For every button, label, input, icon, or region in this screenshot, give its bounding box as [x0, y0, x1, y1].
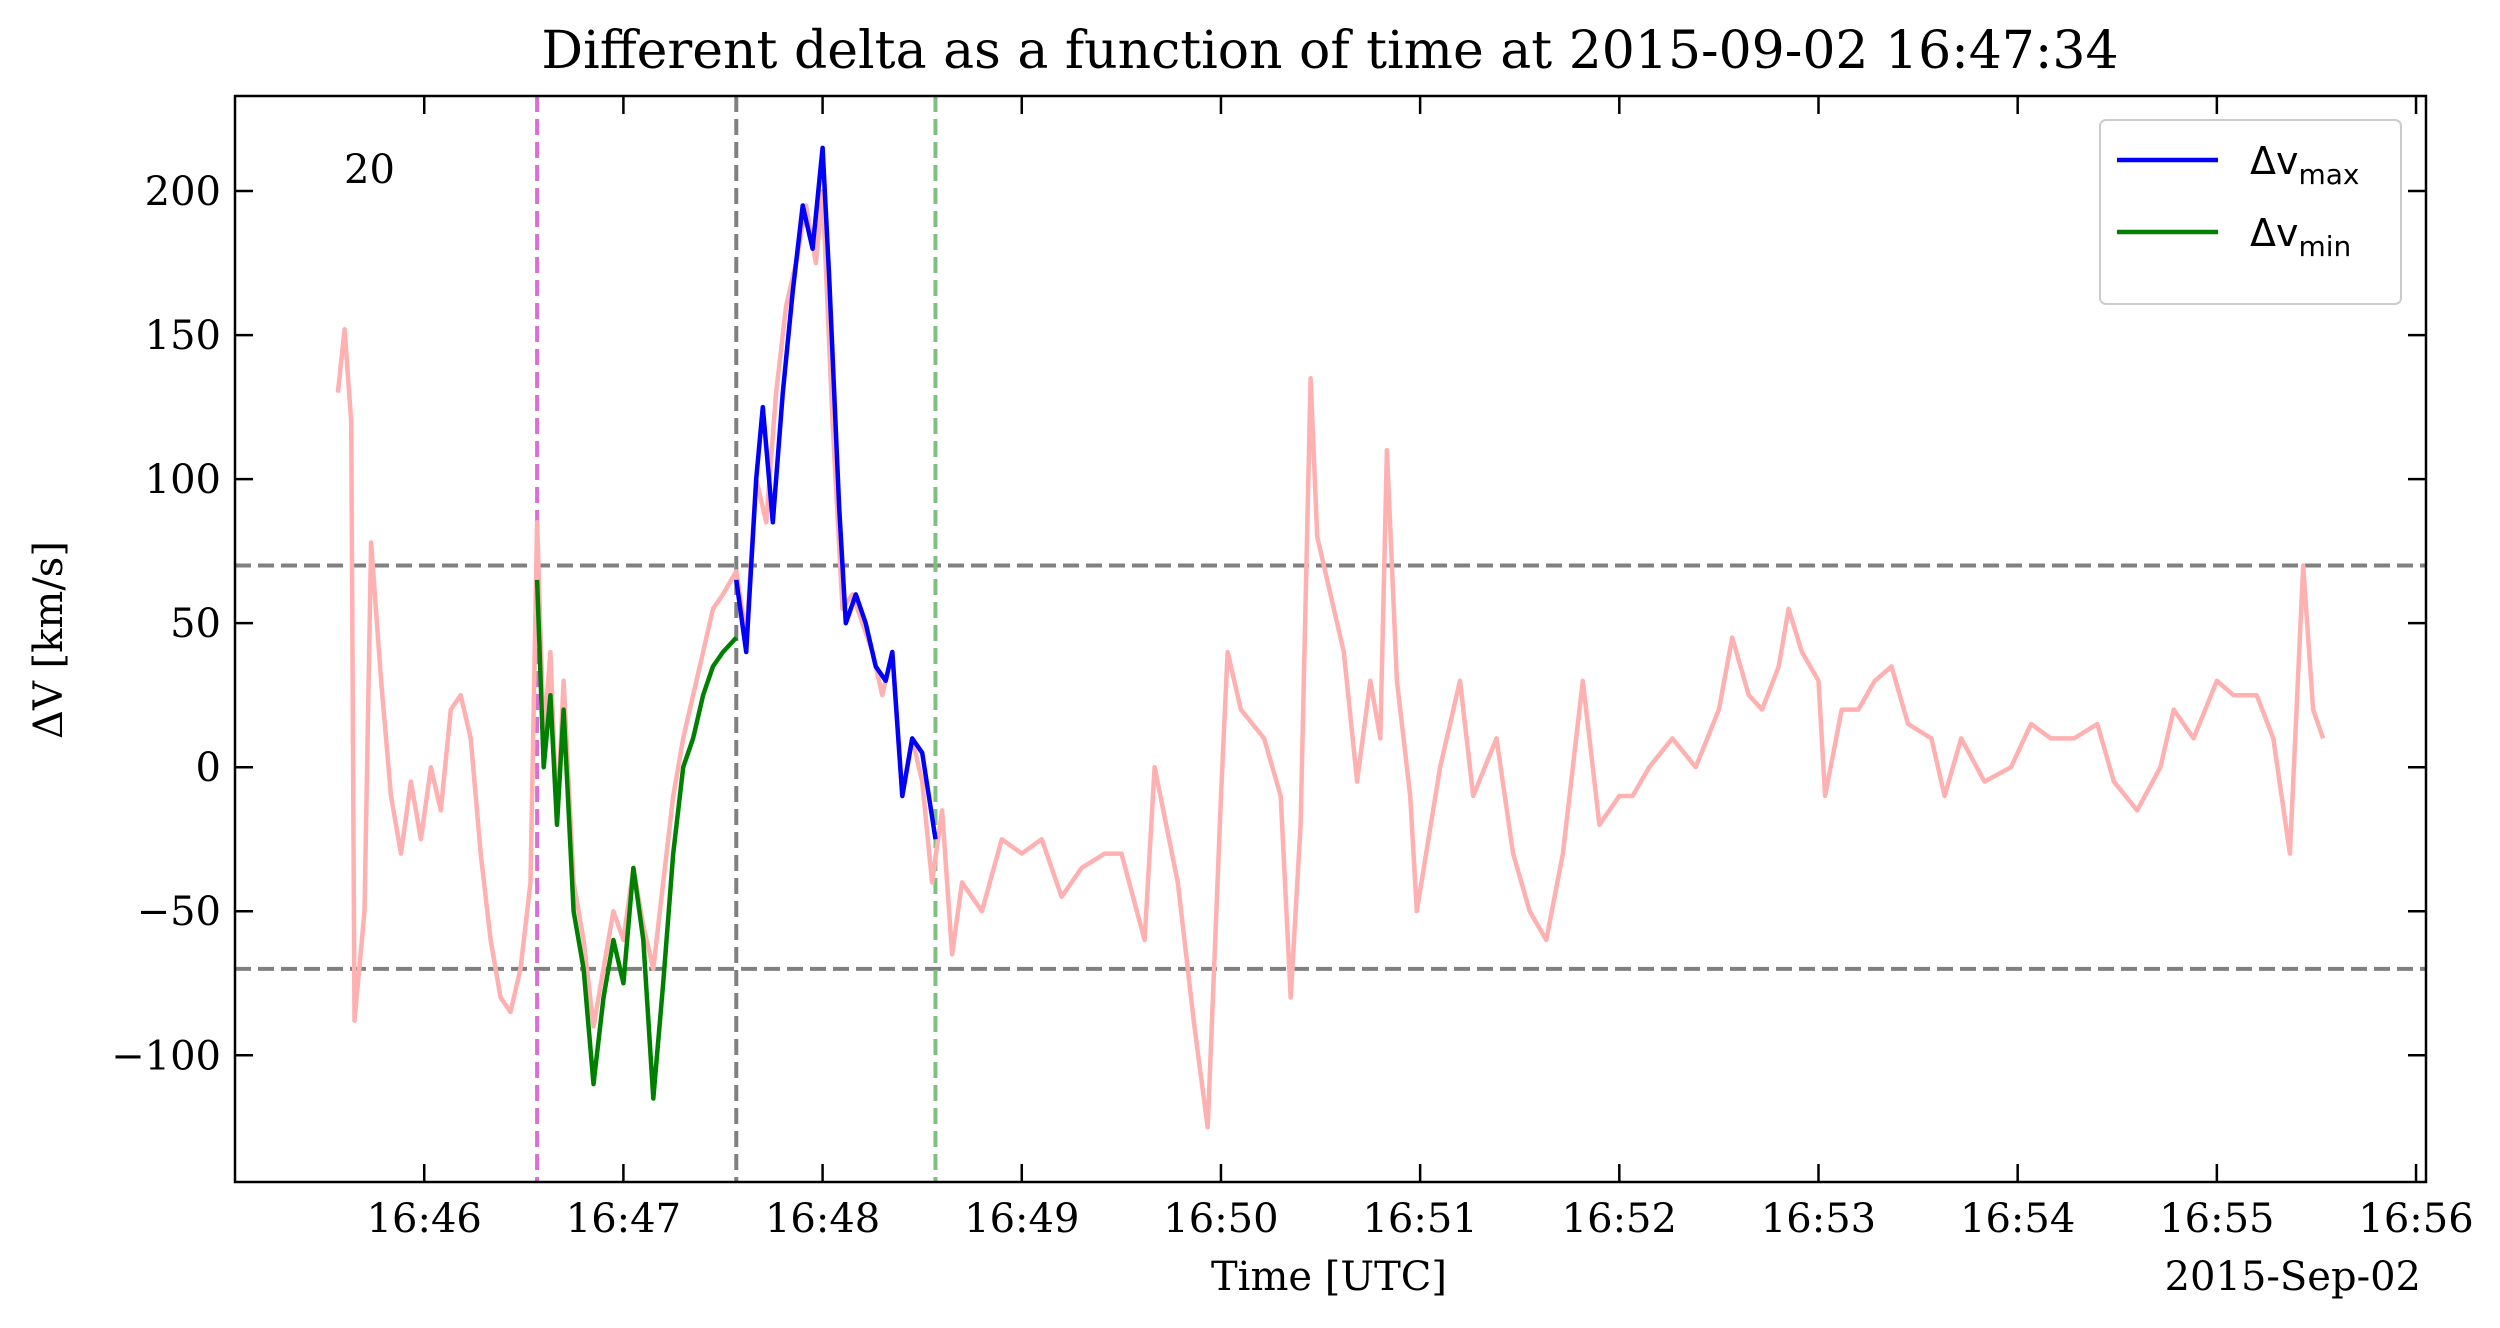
x-tick-label: 16:48 — [765, 1196, 880, 1242]
x-tick-label: 16:47 — [566, 1196, 681, 1242]
legend-label-main: Δv — [2250, 139, 2298, 183]
y-tick-label: 100 — [145, 457, 221, 503]
legend-label-sub: min — [2298, 230, 2351, 263]
legend-box — [2099, 119, 2402, 305]
y-tick-label: 150 — [145, 313, 221, 359]
chart-title: Different delta as a function of time at… — [541, 21, 2118, 81]
legend-label: Δvmin — [2250, 211, 2351, 263]
data-line — [335, 188, 2326, 1130]
x-tick-label: 16:46 — [367, 1196, 482, 1242]
data-line — [734, 145, 938, 840]
y-tick-label: 0 — [196, 745, 221, 791]
legend-label-main: Δv — [2250, 211, 2298, 255]
x-axis-label: Time [UTC] — [1211, 1254, 1447, 1300]
x-tick-label: 16:54 — [1960, 1196, 2075, 1242]
x-tick-label: 16:53 — [1761, 1196, 1876, 1242]
legend-label-sub: max — [2298, 158, 2359, 191]
y-tick-label: −50 — [137, 889, 221, 935]
date-label: 2015-Sep-02 — [2165, 1254, 2421, 1300]
x-tick-label: 16:52 — [1562, 1196, 1677, 1242]
annotation: 20 — [344, 147, 395, 193]
data-line — [534, 579, 738, 1101]
x-tick-label: 16:55 — [2159, 1196, 2274, 1242]
x-tick-label: 16:50 — [1163, 1196, 1278, 1242]
y-tick-label: 50 — [170, 601, 221, 647]
plot-frame — [233, 94, 2428, 1184]
y-tick-label: −100 — [111, 1033, 221, 1079]
legend-label: Δvmax — [2250, 139, 2360, 191]
x-tick-label: 16:51 — [1362, 1196, 1477, 1242]
y-tick-label: 200 — [145, 169, 221, 215]
x-tick-label: 16:56 — [2358, 1196, 2473, 1242]
y-axis-label: ΔV [km/s] — [26, 541, 72, 739]
x-tick-label: 16:49 — [964, 1196, 1079, 1242]
